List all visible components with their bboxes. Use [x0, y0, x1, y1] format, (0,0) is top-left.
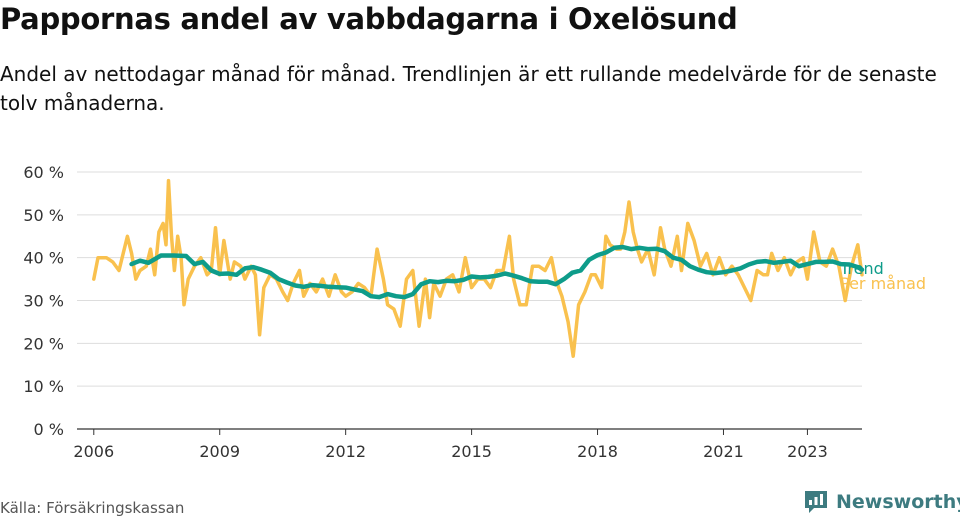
trend-series-line — [129, 244, 865, 300]
legend-label-monthly: Per månad — [840, 274, 926, 293]
y-tick-label: 50 % — [23, 206, 64, 225]
y-tick-label: 10 % — [23, 377, 64, 396]
x-tick-label: 2015 — [451, 442, 492, 461]
x-axis-ticks: 2006 2009 2012 2015 2018 2021 2023 — [73, 429, 828, 461]
x-tick-label: 2009 — [199, 442, 240, 461]
y-tick-label: 0 % — [34, 420, 64, 439]
x-tick-label: 2006 — [73, 442, 114, 461]
source-note: Källa: Försäkringskassan — [0, 499, 185, 517]
y-tick-label: 20 % — [23, 334, 64, 353]
legend-label-trend: Trend — [839, 259, 884, 278]
y-axis-ticks: 0 % 10 % 20 % 30 % 40 % 50 % 60 % — [23, 163, 64, 439]
series-lines — [92, 178, 865, 358]
newsworthy-logo-icon — [805, 491, 827, 513]
page-title: Pappornas andel av vabbdagarna i Oxelösu… — [0, 2, 738, 36]
y-tick-label: 30 % — [23, 292, 64, 311]
x-tick-label: 2021 — [703, 442, 744, 461]
brand-name: Newsworthy — [836, 491, 960, 513]
x-tick-label: 2012 — [325, 442, 366, 461]
brand-logo[interactable]: Newsworthy — [803, 489, 960, 515]
y-tick-label: 60 % — [23, 163, 64, 182]
gridlines — [77, 171, 862, 387]
x-tick-label: 2023 — [787, 442, 828, 461]
y-tick-label: 40 % — [23, 249, 64, 268]
page-subtitle: Andel av nettodagar månad för månad. Tre… — [0, 62, 937, 115]
x-tick-label: 2018 — [577, 442, 618, 461]
